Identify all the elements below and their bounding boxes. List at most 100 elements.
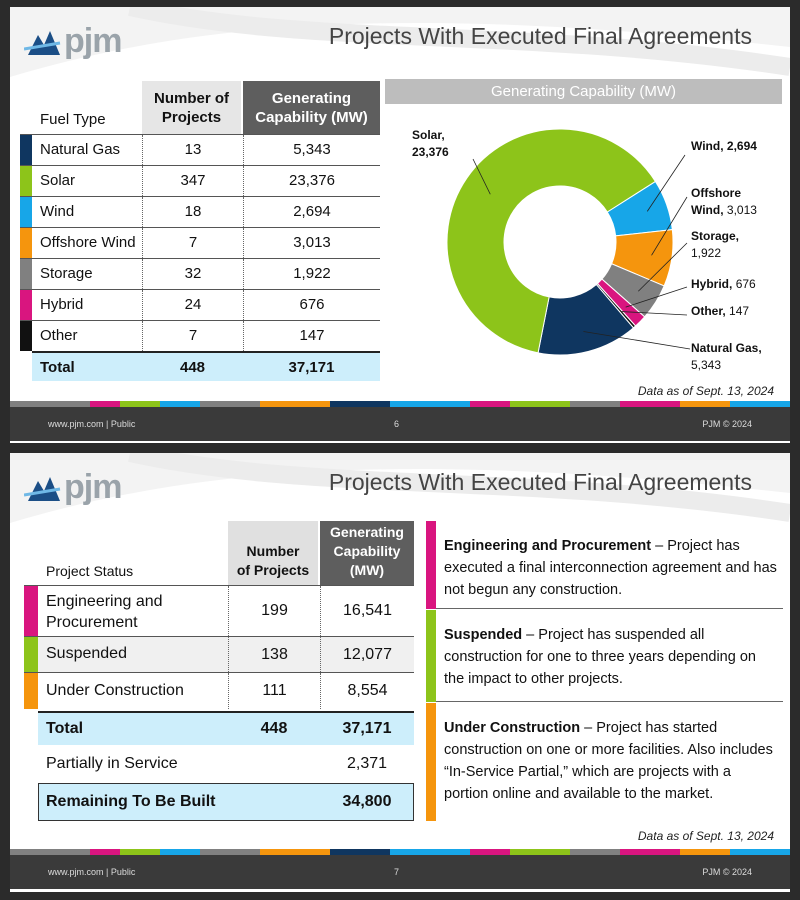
page-number: 6 (394, 419, 400, 429)
definition-term: Under Construction (444, 720, 581, 736)
table-row-under-construction: Under Construction 111 8,554 (24, 673, 414, 710)
label-value: 3,013 (726, 203, 757, 217)
color-swatch (20, 228, 32, 258)
label-offshore-wind: Offshore Wind, 3,013 (691, 185, 757, 219)
slide-7: pjm Projects With Executed Final Agreeme… (10, 453, 790, 892)
partial-label: Partially in Service (46, 755, 178, 772)
number-of-projects-header: Number of Projects (142, 81, 241, 134)
slice-solar (446, 128, 657, 354)
generating-capability-header: Generating Capability (MW) (243, 81, 380, 134)
row-count: 13 (142, 135, 243, 165)
slide-title: Projects With Executed Final Agreements (328, 469, 752, 495)
number-of-projects-header: Number of Projects (228, 521, 318, 585)
row-label: Hybrid (40, 296, 84, 313)
row-count: 199 (228, 586, 320, 636)
project-status-header: Project Status (46, 563, 134, 579)
leader-line-wind (646, 154, 686, 212)
color-bar (426, 703, 436, 821)
header-line: Number (246, 543, 300, 559)
header-line: Number of (154, 90, 229, 107)
row-capability: 8,554 (320, 673, 414, 709)
data-as-of: Data as of Sept. 13, 2024 (637, 829, 774, 843)
row-capability: 147 (243, 321, 380, 351)
remaining-label: Remaining To Be Built (46, 793, 216, 810)
data-as-of: Data as of Sept. 13, 2024 (637, 384, 774, 398)
row-capability: 5,343 (243, 135, 380, 165)
row-count: 24 (142, 290, 243, 320)
row-capability: 676 (243, 290, 380, 320)
row-capability: 12,077 (320, 637, 414, 672)
background-swoosh (10, 453, 790, 523)
definition-text: Engineering and Procurement – Project ha… (444, 535, 778, 601)
table-row-storage: Storage 32 1,922 (20, 259, 380, 290)
table-top-rule (20, 134, 380, 135)
definition-body: – Project has started construction on on… (444, 720, 773, 802)
table-total-row: Total 448 37,171 (38, 711, 414, 745)
pjm-logo-text: pjm (64, 22, 122, 60)
label-storage: Storage, 1,922 (691, 228, 739, 262)
total-capability: 37,171 (288, 359, 335, 376)
row-count: 7 (142, 321, 243, 351)
definition-text: Under Construction – Project has started… (444, 717, 778, 805)
pjm-logo-mark-icon (23, 477, 61, 501)
row-label: Other (40, 327, 78, 344)
row-label: Suspended (46, 645, 127, 662)
color-swatch (20, 166, 32, 196)
label-name: Other, (691, 304, 726, 318)
table-total-row: Total 448 37,171 (32, 351, 380, 381)
color-swatch (24, 637, 38, 672)
row-count: 138 (228, 637, 320, 672)
color-bar (426, 521, 436, 609)
row-count: 32 (142, 259, 243, 289)
leader-line-other (620, 311, 688, 316)
partial-capability: 2,371 (346, 755, 388, 772)
pjm-logo: pjm (23, 22, 122, 61)
pjm-logo-mark-icon (23, 31, 61, 55)
label-value: 23,376 (412, 145, 449, 159)
chart-header: Generating Capability (MW) (385, 79, 782, 104)
total-label: Total (46, 720, 84, 737)
remaining-to-be-built-row: Remaining To Be Built 34,800 (38, 783, 414, 821)
total-count: 448 (179, 359, 206, 376)
label-wind: Wind, 2,694 (691, 138, 757, 155)
table-row-suspended: Suspended 138 12,077 (24, 637, 414, 673)
row-capability: 16,541 (320, 586, 414, 636)
remaining-capability: 34,800 (342, 793, 392, 810)
label-name: Solar, (412, 128, 445, 142)
footer-left: www.pjm.com | Public (48, 867, 136, 877)
footer-right: PJM © 2024 (702, 867, 752, 877)
header-line: Capability (MW) (255, 109, 368, 126)
label-hybrid: Hybrid, 676 (691, 276, 756, 293)
slide-6: pjm Projects With Executed Final Agreeme… (10, 7, 790, 443)
label-natural-gas: Natural Gas, 5,343 (691, 340, 762, 374)
total-count: 448 (260, 720, 288, 737)
partially-in-service-row: Partially in Service 2,371 (38, 749, 414, 779)
pjm-logo: pjm (23, 468, 122, 507)
footer-left: www.pjm.com | Public (48, 419, 136, 429)
label-value: 2,694 (726, 139, 757, 153)
leader-line-hybrid (625, 286, 688, 308)
row-count: 18 (142, 197, 243, 227)
color-swatch (20, 290, 32, 320)
table-top-rule (24, 585, 414, 586)
row-count: 347 (142, 166, 243, 196)
leader-line-offshore-wind (651, 196, 688, 256)
label-name: Wind, (691, 139, 724, 153)
row-count: 7 (142, 228, 243, 258)
leader-line-natural-gas (583, 331, 691, 350)
definition-term: Suspended (444, 627, 523, 643)
row-capability: 3,013 (243, 228, 380, 258)
label-name: Offshore (691, 186, 742, 200)
donut-chart (446, 128, 691, 356)
table-row-natural-gas: Natural Gas 13 5,343 (20, 135, 380, 166)
total-capability: 37,171 (342, 720, 392, 737)
table-row-other: Other 7 147 (20, 321, 380, 352)
label-name: Hybrid, (691, 277, 733, 291)
color-stripe (10, 401, 790, 407)
slide-title: Projects With Executed Final Agreements (328, 23, 752, 49)
row-label: Engineering and Procurement (46, 591, 163, 633)
table-row-solar: Solar 347 23,376 (20, 166, 380, 197)
table-row-engineering: Engineering and Procurement 199 16,541 (24, 586, 414, 637)
header-line: of Projects (236, 562, 310, 578)
row-label: Solar (40, 172, 76, 189)
